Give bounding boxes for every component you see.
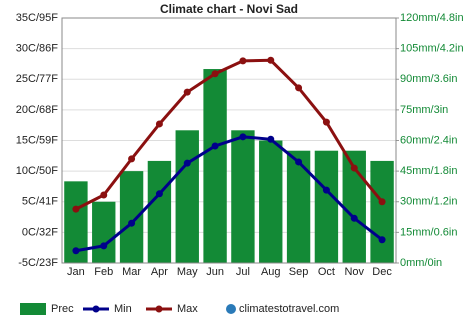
point (239, 57, 247, 65)
y2-tick-label: 105mm/4.2in (400, 43, 464, 55)
legend-label: Prec (51, 303, 74, 315)
watermark-icon (226, 304, 236, 314)
y-tick-label: 25C/77F (16, 73, 58, 85)
watermark: climatestotravel.com (226, 303, 339, 315)
point (100, 191, 108, 199)
point (183, 88, 191, 96)
y-tick-label: 15C/59F (16, 134, 58, 146)
x-tick-label: Jun (206, 266, 224, 278)
bar (259, 140, 283, 263)
line (75, 135, 383, 253)
y2-tick-label: 45mm/1.8in (400, 165, 457, 177)
point (211, 70, 219, 78)
legend-label: Min (114, 303, 132, 315)
x-tick-label: Oct (318, 266, 335, 278)
chart-title: Climate chart - Novi Sad (160, 2, 298, 16)
point (128, 155, 136, 163)
y2-tick-label: 15mm/0.6in (400, 226, 457, 238)
x-tick-label: May (177, 266, 198, 278)
point (72, 205, 80, 213)
y2-tick-label: 90mm/3.6in (400, 73, 457, 85)
x-tick-label: Jan (67, 266, 85, 278)
x-tick-label: Jul (236, 266, 250, 278)
y-tick-label: 30C/86F (16, 43, 58, 55)
legend-swatch (92, 305, 100, 313)
bar (231, 130, 255, 263)
point (295, 84, 303, 92)
bar (64, 181, 88, 263)
y-tick-label: 5C/41F (22, 196, 58, 208)
y2-tick-label: 0mm/0in (400, 257, 442, 269)
point (239, 133, 247, 141)
bar (203, 69, 227, 264)
legend-swatch (155, 305, 163, 313)
point (295, 158, 303, 166)
point (183, 159, 191, 167)
point (378, 236, 386, 244)
bar (286, 150, 311, 263)
bar (370, 160, 394, 263)
watermark-text: climatestotravel.com (239, 303, 339, 315)
y-tick-label: 35C/95F (16, 12, 58, 24)
y-tick-label: -5C/23F (18, 257, 58, 269)
legend-item: Prec (20, 303, 74, 315)
y-tick-label: 0C/32F (22, 226, 58, 238)
point (350, 214, 358, 222)
legend-item: Min (83, 303, 132, 315)
point (350, 164, 358, 172)
y2-tick-label: 75mm/3in (400, 104, 448, 116)
point (267, 135, 275, 143)
point (128, 219, 136, 227)
point (211, 142, 219, 150)
point (100, 242, 108, 250)
y2-tick-label: 120mm/4.8in (400, 12, 464, 24)
point (155, 190, 163, 198)
x-tick-label: Mar (122, 266, 141, 278)
point (322, 118, 330, 126)
point (155, 120, 163, 128)
bar (119, 171, 144, 263)
x-tick-label: Feb (94, 266, 113, 278)
bar (92, 201, 116, 263)
legend-label: Max (177, 303, 198, 315)
x-tick-label: Dec (372, 266, 392, 278)
x-tick-label: Apr (151, 266, 168, 278)
bar (175, 130, 199, 263)
bar (147, 160, 172, 263)
y-tick-label: 10C/50F (16, 165, 58, 177)
point (322, 186, 330, 194)
plot-frame (61, 17, 397, 264)
point (378, 198, 386, 206)
point (267, 56, 275, 64)
y2-tick-label: 30mm/1.2in (400, 196, 457, 208)
point (72, 247, 80, 255)
legend-item: Max (146, 303, 198, 315)
y-tick-label: 20C/68F (16, 104, 58, 116)
y2-tick-label: 60mm/2.4in (400, 134, 457, 146)
bar (342, 150, 366, 263)
x-tick-label: Aug (261, 266, 281, 278)
x-tick-label: Sep (289, 266, 309, 278)
legend-swatch (20, 303, 46, 315)
line (75, 58, 384, 211)
bar (314, 150, 339, 263)
x-tick-label: Nov (344, 266, 364, 278)
